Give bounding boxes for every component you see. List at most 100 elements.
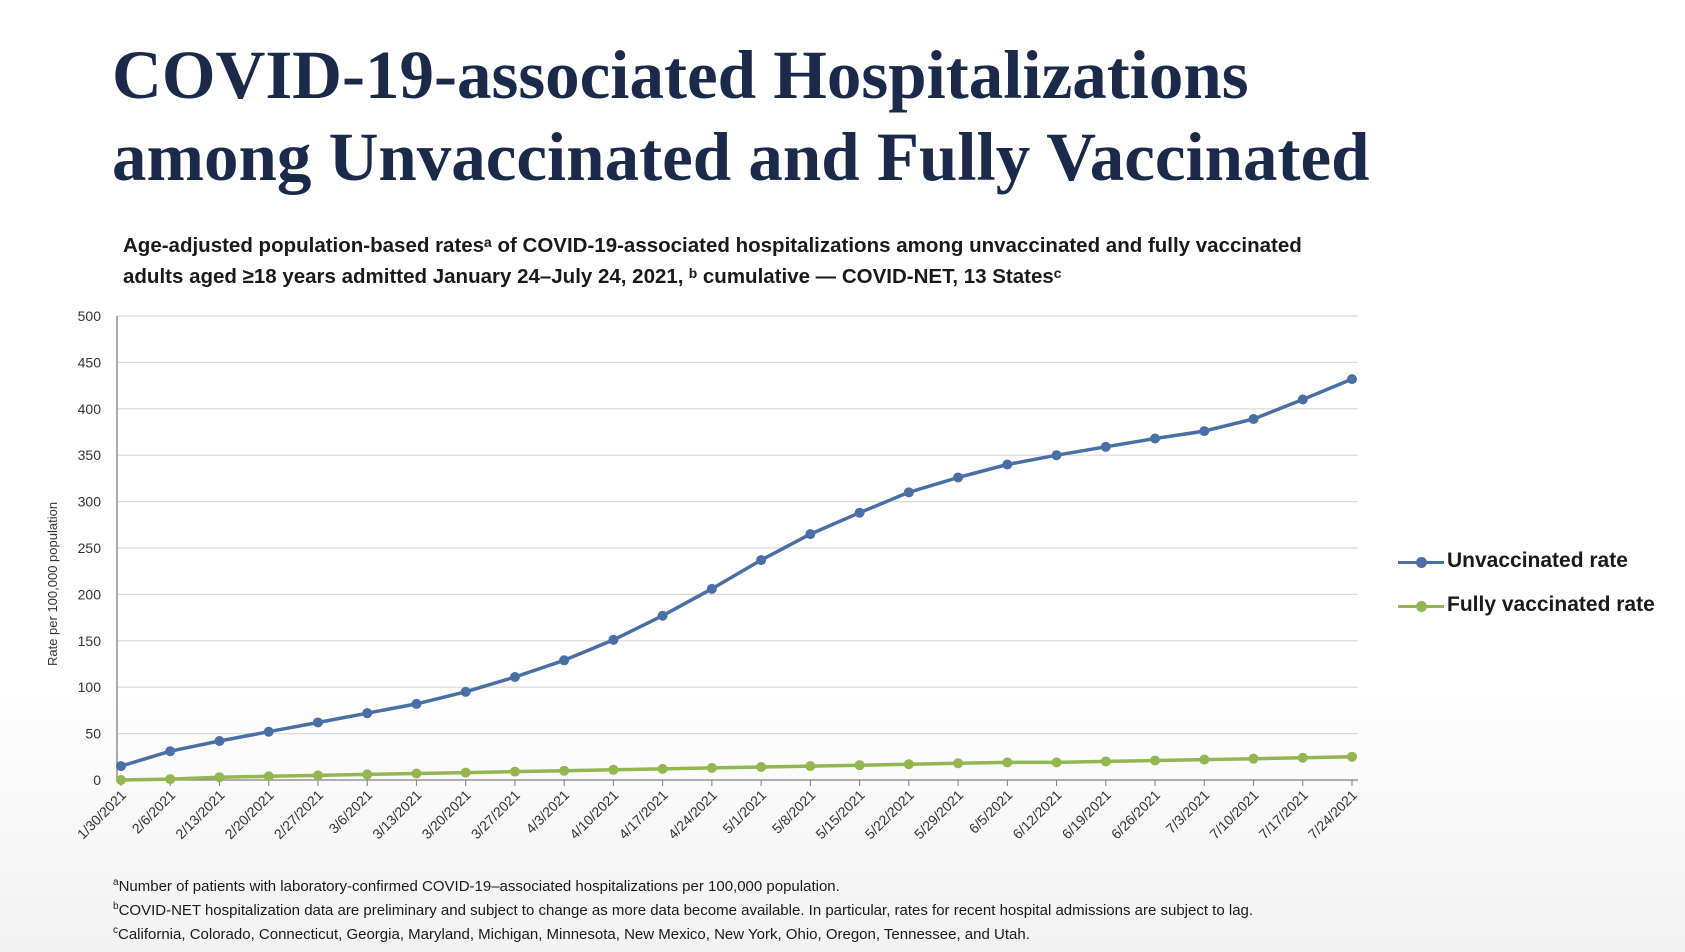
x-tick-label: 4/10/2021	[566, 787, 622, 843]
data-point	[805, 529, 816, 540]
footnote-mark: a	[113, 877, 119, 888]
x-tick-label: 2/6/2021	[129, 787, 179, 837]
y-tick-label: 300	[78, 494, 102, 510]
slide-title-line-1: COVID-19-associated Hospitalizations	[112, 37, 1249, 113]
legend-item-unvaccinated: Unvaccinated rate	[1398, 548, 1678, 576]
data-point	[953, 758, 964, 769]
chart-title: Age-adjusted population-based ratesᵃ of …	[123, 230, 1423, 292]
footnote-mark: c	[113, 925, 118, 936]
data-point	[1002, 757, 1013, 768]
data-point	[903, 487, 914, 498]
x-tick-label: 4/24/2021	[665, 787, 721, 843]
data-point	[608, 634, 619, 645]
data-point	[559, 765, 570, 776]
chart-legend: Unvaccinated rate Fully vaccinated rate	[1398, 548, 1678, 636]
x-tick-label: 6/5/2021	[966, 787, 1016, 837]
footnote-text: Number of patients with laboratory-confi…	[118, 878, 840, 895]
x-tick-label: 3/6/2021	[325, 787, 375, 837]
x-tick-label: 3/27/2021	[468, 787, 524, 843]
series-line-0	[119, 377, 1354, 768]
data-point	[657, 763, 668, 774]
x-tick-label: 6/12/2021	[1009, 787, 1065, 843]
x-tick-label: 7/3/2021	[1163, 787, 1213, 837]
x-tick-label: 2/13/2021	[172, 787, 228, 843]
data-point	[411, 698, 422, 709]
data-point	[854, 507, 865, 518]
data-point	[903, 759, 914, 770]
data-point	[1002, 459, 1013, 470]
y-tick-label: 0	[93, 772, 101, 788]
slide-title-line-2: among Unvaccinated and Fully Vaccinated	[112, 119, 1370, 195]
data-point	[362, 769, 373, 780]
y-tick-label: 450	[78, 354, 102, 370]
data-point	[1347, 374, 1357, 385]
legend-marker-fully-vaccinated	[1398, 601, 1444, 612]
x-tick-label: 7/17/2021	[1256, 787, 1312, 843]
y-tick-label: 250	[78, 540, 102, 556]
y-tick-label: 500	[78, 308, 102, 324]
x-tick-label: 1/30/2021	[74, 787, 130, 843]
legend-label-unvaccinated: Unvaccinated rate	[1447, 549, 1628, 572]
data-point	[854, 760, 865, 771]
x-tick-label: 5/8/2021	[769, 787, 819, 837]
y-axis-label: Rate per 100,000 population	[45, 502, 60, 666]
data-point	[608, 764, 619, 775]
data-point	[312, 770, 323, 781]
data-point	[1199, 426, 1210, 437]
x-tick-label: 5/29/2021	[911, 787, 967, 843]
x-tick-label: 6/19/2021	[1059, 787, 1115, 843]
data-point	[1150, 433, 1161, 444]
data-point	[1297, 752, 1308, 763]
data-point	[165, 746, 176, 757]
data-point	[657, 610, 668, 621]
data-point	[1051, 757, 1062, 768]
footnote-mark: b	[113, 901, 119, 912]
y-tick-label: 400	[78, 401, 102, 417]
x-tick-label: 6/26/2021	[1108, 787, 1164, 843]
y-tick-label: 200	[78, 586, 102, 602]
data-point	[805, 761, 816, 772]
x-tick-label: 4/17/2021	[615, 787, 671, 843]
data-point	[756, 555, 767, 566]
data-point	[1100, 756, 1111, 767]
x-tick-label: 7/10/2021	[1206, 787, 1262, 843]
data-point	[116, 761, 126, 772]
data-point	[214, 772, 225, 783]
footnotes: aNumber of patients with laboratory-conf…	[113, 875, 1593, 947]
data-point	[1100, 441, 1111, 452]
legend-marker-unvaccinated	[1398, 557, 1444, 568]
y-tick-label: 350	[78, 447, 102, 463]
x-tick-label: 3/20/2021	[418, 787, 474, 843]
footnote-a: aNumber of patients with laboratory-conf…	[113, 875, 1593, 899]
x-tick-label: 4/3/2021	[522, 787, 572, 837]
legend-label-fully-vaccinated: Fully vaccinated rate	[1447, 593, 1655, 616]
x-tick-label: 5/15/2021	[812, 787, 868, 843]
y-tick-label: 100	[78, 679, 102, 695]
chart-title-line-1: Age-adjusted population-based ratesᵃ of …	[123, 234, 1302, 257]
data-point	[411, 768, 422, 779]
footnote-c: cCalifornia, Colorado, Connecticut, Geor…	[113, 923, 1593, 947]
legend-item-fully-vaccinated: Fully vaccinated rate	[1398, 592, 1678, 620]
data-point	[362, 708, 373, 719]
data-point	[1248, 753, 1259, 764]
data-point	[756, 762, 767, 773]
data-point	[706, 762, 717, 773]
data-point	[1347, 751, 1357, 762]
data-point	[263, 771, 274, 782]
data-point	[165, 774, 176, 785]
footnote-text: COVID-NET hospitalization data are preli…	[118, 902, 1254, 919]
data-point	[116, 775, 126, 785]
data-point	[214, 736, 225, 747]
data-point	[559, 655, 570, 666]
x-tick-label: 7/24/2021	[1305, 787, 1361, 843]
data-point	[312, 717, 323, 728]
x-tick-label: 5/1/2021	[719, 787, 769, 837]
footnote-b: bCOVID-NET hospitalization data are prel…	[113, 899, 1593, 923]
chart-title-line-2: adults aged ≥18 years admitted January 2…	[123, 265, 1062, 288]
x-tick-label: 3/13/2021	[369, 787, 425, 843]
slide-title: COVID-19-associated Hospitalizations amo…	[112, 34, 1572, 198]
series-line-1	[119, 755, 1354, 782]
data-point	[263, 726, 274, 737]
data-point	[1199, 754, 1210, 765]
